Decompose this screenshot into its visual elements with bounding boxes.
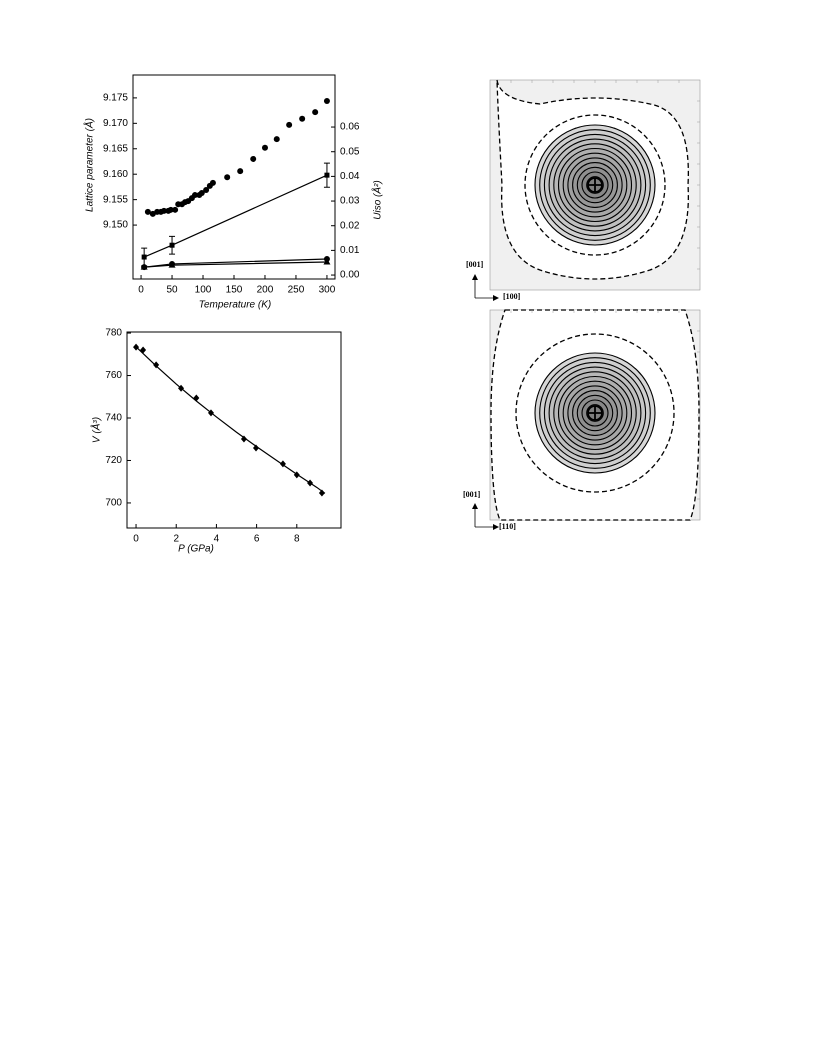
x-tick-label: 0 xyxy=(138,285,144,296)
y-tick-label: 9.160 xyxy=(103,169,128,180)
data-point xyxy=(273,136,280,143)
y2-tick-label: 0.03 xyxy=(340,196,360,207)
direction-label: [001] xyxy=(463,490,481,499)
data-point xyxy=(250,155,257,162)
contour-figures xyxy=(472,79,701,530)
y-tick-label: 9.165 xyxy=(103,143,128,154)
data-point xyxy=(191,192,198,199)
y-tick-label: 720 xyxy=(105,455,122,466)
data-point xyxy=(144,208,151,215)
data-point xyxy=(324,172,330,178)
data-point xyxy=(286,121,293,128)
y-tick-label: 760 xyxy=(105,370,122,381)
x-tick-label: 6 xyxy=(254,534,260,545)
data-point xyxy=(141,254,147,260)
y-axis-label: Lattice parameter (Å) xyxy=(83,118,96,212)
data-point xyxy=(169,242,175,248)
y-tick-label: 9.175 xyxy=(103,93,128,104)
data-point xyxy=(261,144,268,151)
x-tick-label: 50 xyxy=(166,285,178,296)
x-tick-label: 2 xyxy=(173,534,179,545)
arrow-head xyxy=(472,274,478,280)
y2-tick-label: 0.05 xyxy=(340,146,360,157)
data-point xyxy=(198,190,205,197)
y2-tick-label: 0.02 xyxy=(340,220,360,231)
x-tick-label: 150 xyxy=(226,285,243,296)
direction-label: [100] xyxy=(503,292,521,301)
x-tick-label: 250 xyxy=(288,285,305,296)
x-tick-label: 4 xyxy=(214,534,220,545)
x-axis-label: Temperature (K) xyxy=(199,300,271,311)
x-tick-label: 200 xyxy=(257,285,274,296)
data-point xyxy=(140,263,148,270)
data-point xyxy=(224,174,231,181)
x-axis-label: P (GPa) xyxy=(178,544,214,555)
direction-label: [001] xyxy=(466,260,484,269)
data-point xyxy=(253,444,260,452)
data-point xyxy=(172,206,179,213)
data-point xyxy=(209,179,216,186)
data-point xyxy=(323,258,331,265)
y-tick-label: 9.150 xyxy=(103,220,128,231)
y-tick-label: 780 xyxy=(105,328,122,339)
y2-tick-label: 0.06 xyxy=(340,122,360,133)
y2-axis-label: Uiso (Å²) xyxy=(371,180,384,219)
data-point xyxy=(299,115,306,122)
data-point xyxy=(312,109,319,116)
arrow-head xyxy=(493,295,499,301)
arrow-head xyxy=(493,524,499,530)
series-line xyxy=(135,346,326,494)
data-point xyxy=(160,207,167,214)
y2-tick-label: 0.04 xyxy=(340,171,360,182)
data-point xyxy=(168,261,176,268)
y-tick-label: 740 xyxy=(105,413,122,424)
y2-tick-label: 0.00 xyxy=(340,270,360,281)
y2-tick-label: 0.01 xyxy=(340,245,360,256)
y-axis-label: V (Å³) xyxy=(90,417,103,443)
plot-frame xyxy=(126,331,342,529)
x-tick-label: 8 xyxy=(294,534,300,545)
data-point xyxy=(203,186,210,193)
x-tick-label: 0 xyxy=(133,534,139,545)
x-tick-label: 300 xyxy=(319,285,336,296)
data-point xyxy=(318,489,325,497)
y-tick-label: 700 xyxy=(105,498,122,509)
data-point xyxy=(167,206,174,213)
arrow-head xyxy=(472,503,478,509)
direction-label: [110] xyxy=(499,522,516,531)
y-tick-label: 9.155 xyxy=(103,194,128,205)
y-tick-label: 9.170 xyxy=(103,118,128,129)
data-point xyxy=(237,168,244,175)
data-point xyxy=(240,435,247,443)
data-point xyxy=(323,97,330,104)
x-tick-label: 100 xyxy=(195,285,212,296)
